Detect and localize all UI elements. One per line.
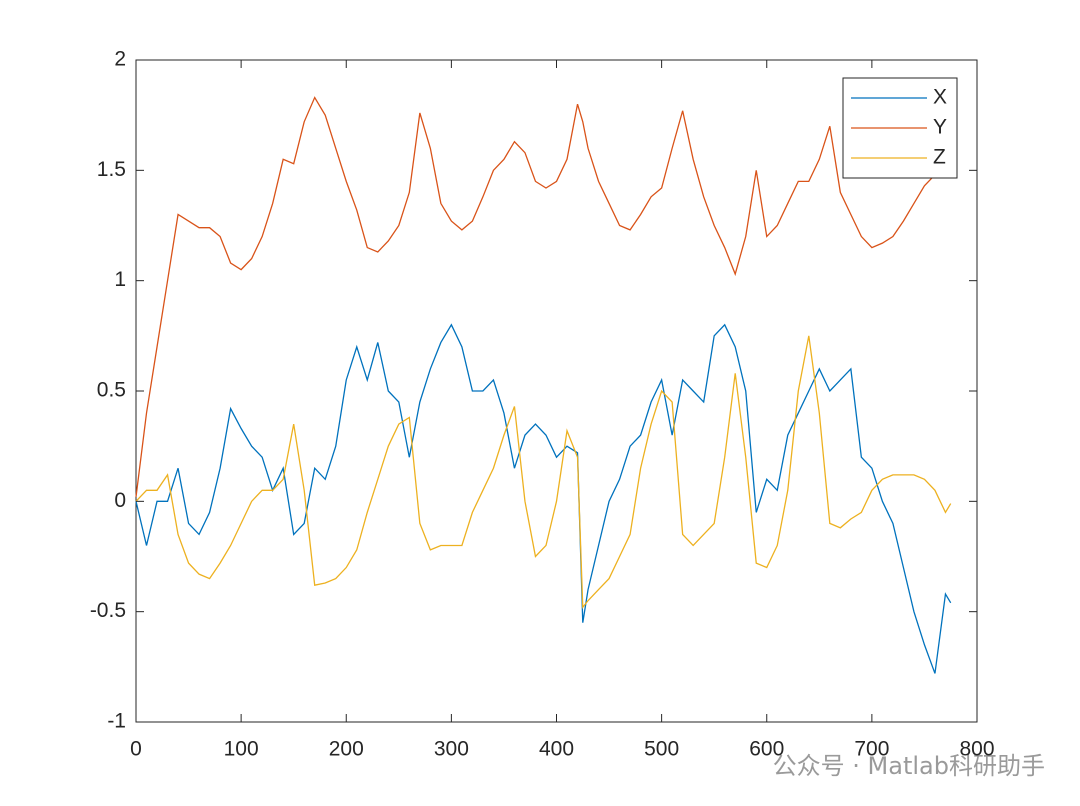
x-tick-label: 200 (329, 738, 364, 761)
y-tick-label: -0.5 (90, 599, 126, 622)
series-line (135, 323, 952, 674)
series-line (135, 335, 952, 610)
x-tick-label: 100 (224, 738, 259, 761)
x-tick-label: 600 (749, 738, 784, 761)
legend-label: Z (933, 146, 946, 169)
legend-label: Y (933, 116, 947, 139)
y-tick-label: -1 (107, 710, 126, 733)
y-tick-label: 1.5 (97, 158, 126, 181)
series-line (135, 96, 952, 498)
y-tick-label: 2 (114, 48, 126, 71)
watermark: 公众号 · Matlab科研助手 (773, 752, 1045, 780)
x-tick-label: 500 (644, 738, 679, 761)
y-tick-label: 0.5 (97, 379, 126, 402)
legend-label: X (933, 86, 947, 109)
y-tick-label: 1 (114, 268, 126, 291)
x-tick-label: 0 (130, 738, 142, 761)
x-tick-label: 400 (539, 738, 574, 761)
x-tick-label: 700 (854, 738, 889, 761)
x-tick-label: 800 (959, 738, 994, 761)
y-tick-label: 0 (114, 489, 126, 512)
x-tick-label: 300 (434, 738, 469, 761)
